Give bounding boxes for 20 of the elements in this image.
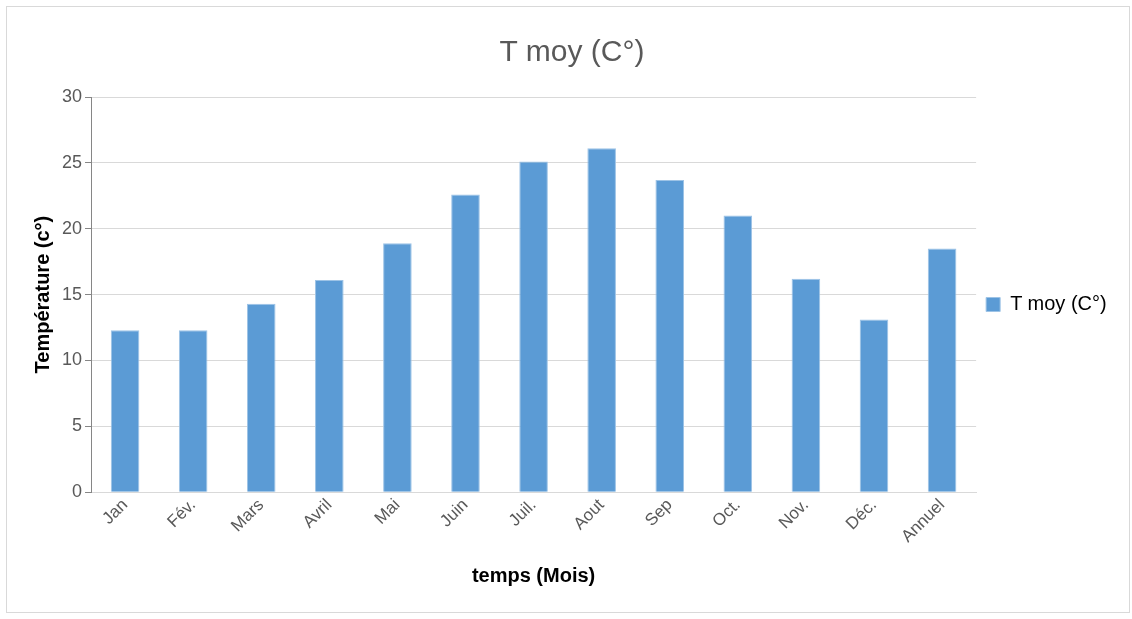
y-tick-label: 5 (72, 415, 83, 436)
x-tick-label: Déc. (841, 495, 881, 534)
legend-label: T moy (C°) (1010, 292, 1107, 315)
x-tick-label: Fév. (163, 495, 200, 531)
y-tick-label: 25 (61, 151, 83, 172)
y-axis-title: Température (c°) (30, 215, 53, 374)
x-tick-label: Jan (98, 495, 132, 528)
chart-title: T moy (C°) (499, 34, 645, 68)
x-axis-title: temps (Mois) (471, 563, 596, 586)
x-tick-label: Juin (436, 495, 472, 531)
y-tick-label: 15 (61, 283, 83, 304)
x-tick-label: Juil. (504, 495, 540, 530)
x-tick-label: Mai (370, 495, 404, 528)
y-tick-label: 30 (61, 85, 83, 106)
y-tick-label: 20 (61, 217, 83, 238)
x-tick-label: Oct. (708, 495, 744, 531)
x-tick-label: Sep (641, 495, 676, 530)
y-tick-label: 0 (72, 481, 83, 502)
y-tick-label: 10 (61, 349, 83, 370)
x-tick-label: Nov. (774, 495, 813, 533)
